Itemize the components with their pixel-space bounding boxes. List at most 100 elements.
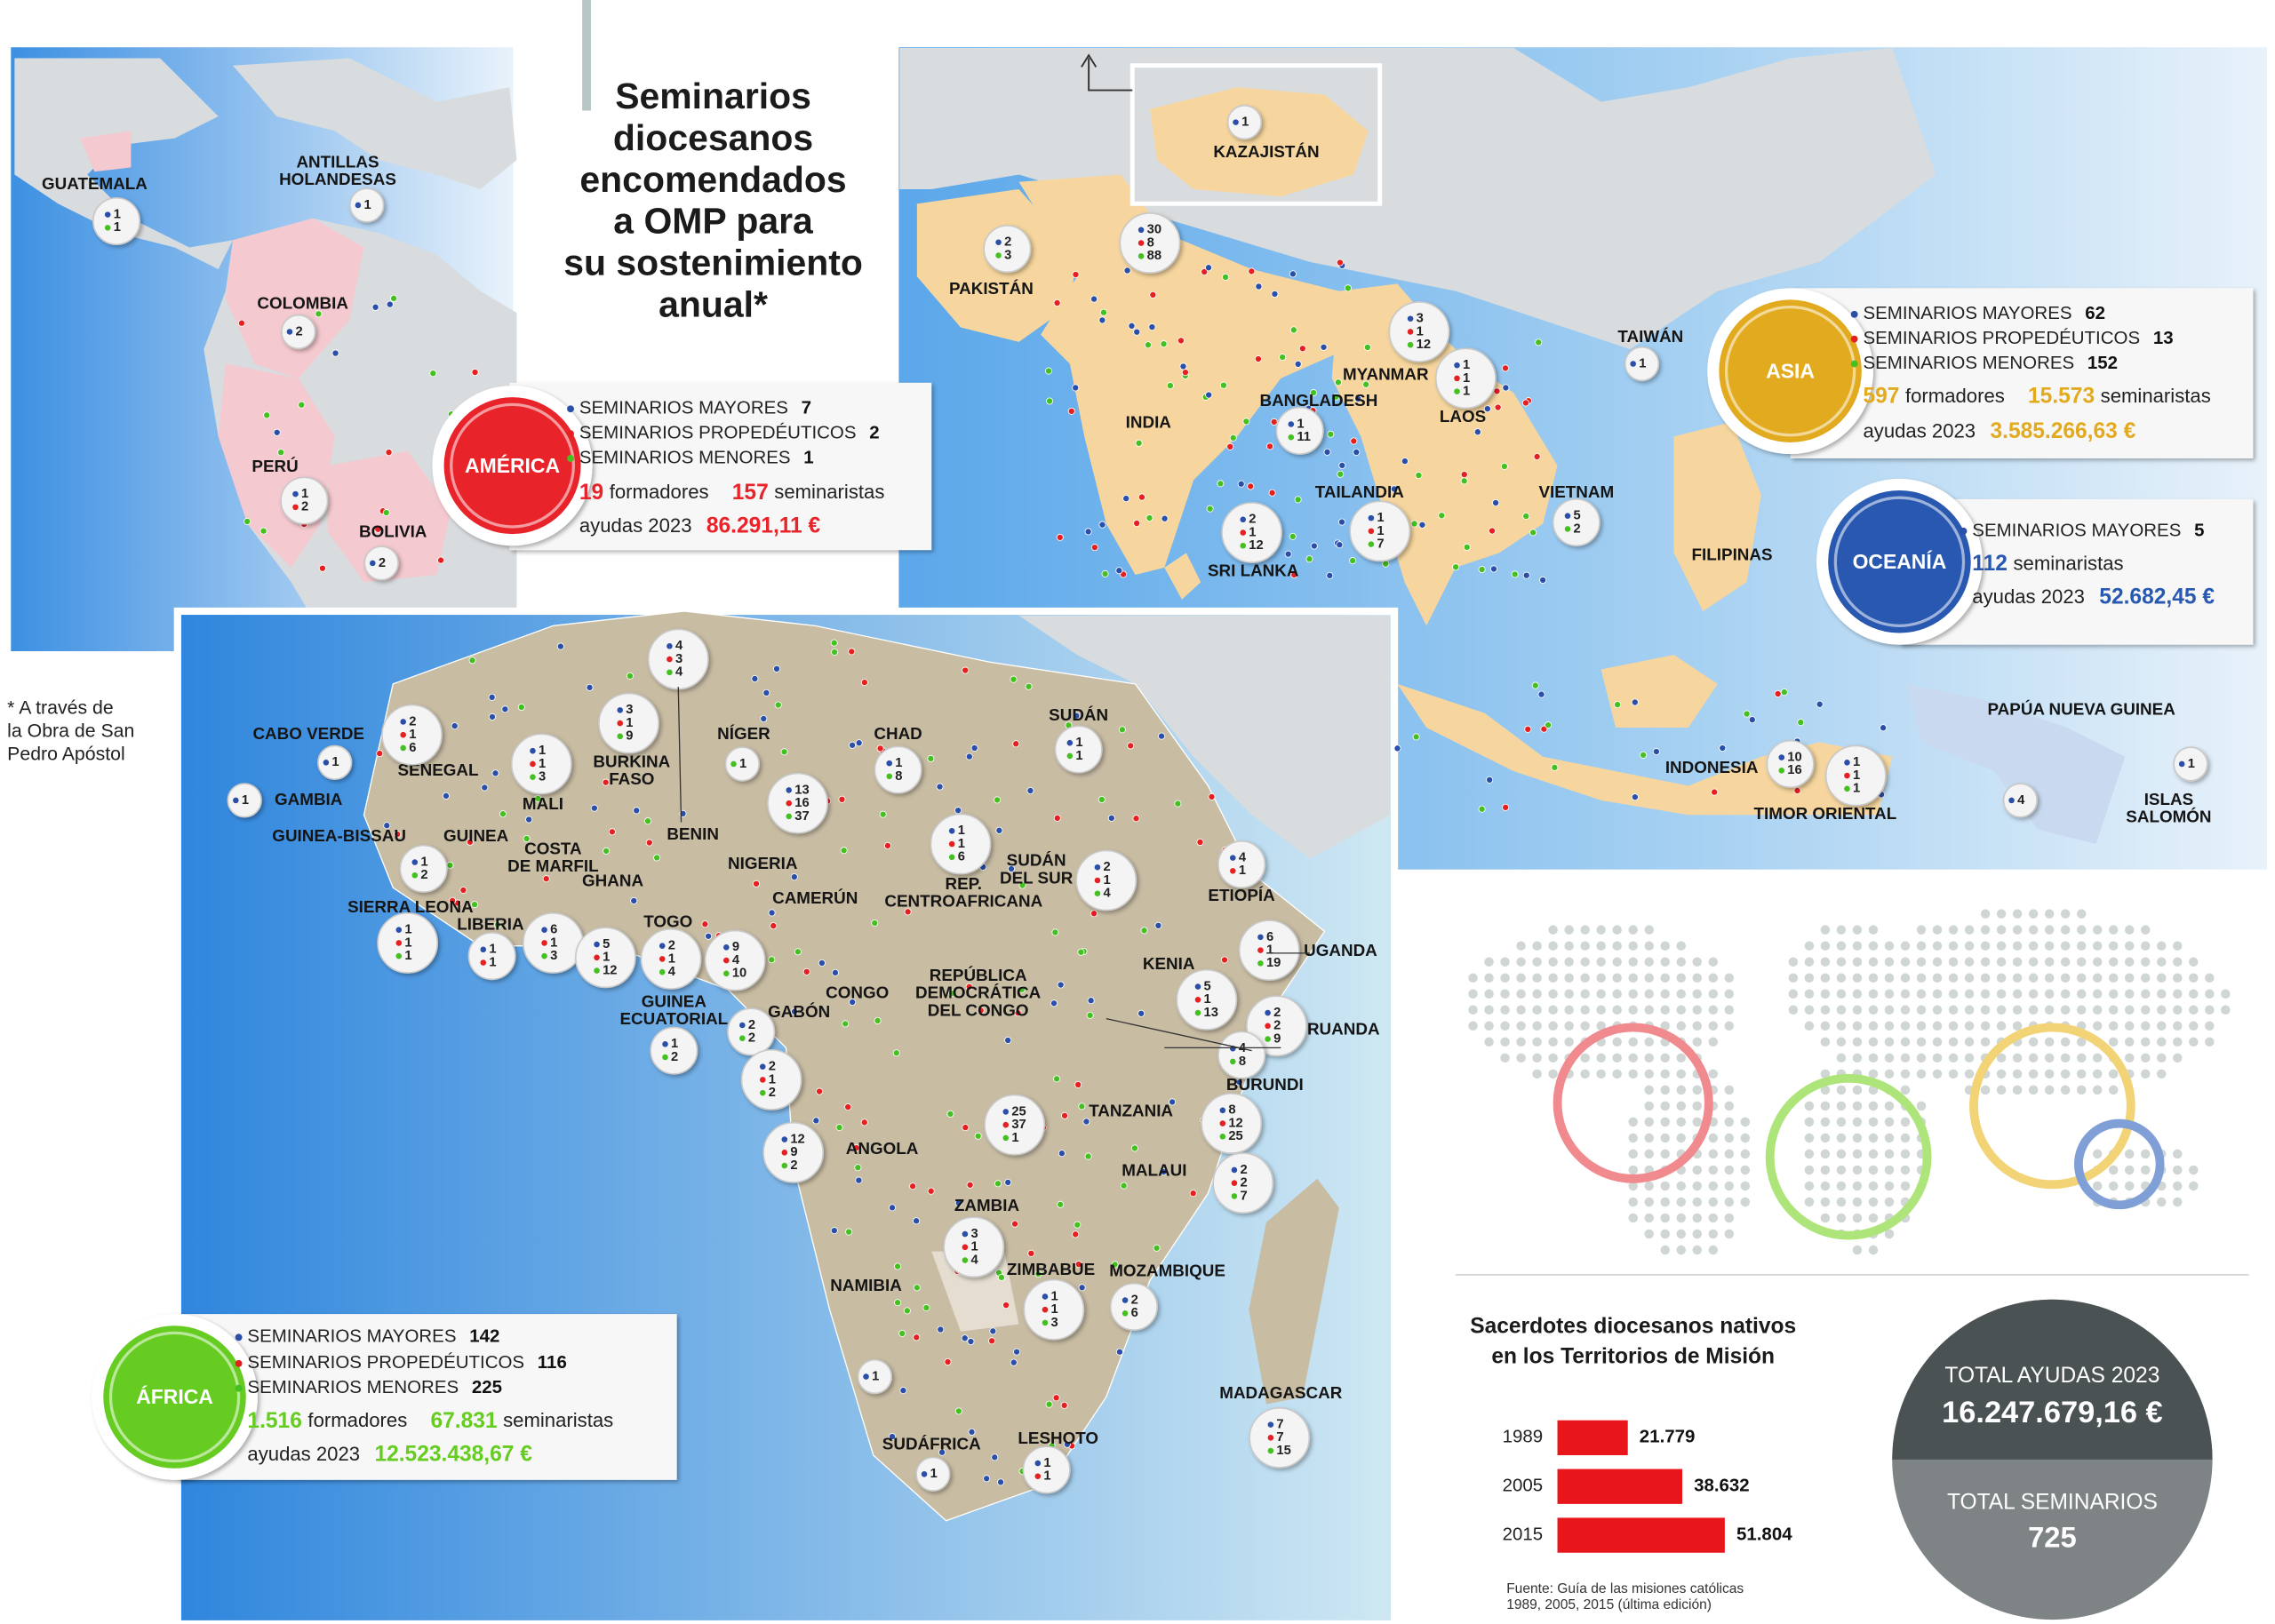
badge-count: 3	[550, 949, 557, 963]
seminary-badge: 116	[930, 813, 992, 875]
map-dot	[501, 705, 509, 713]
world-dot	[1884, 973, 1895, 983]
world-dot	[1596, 941, 1606, 951]
badge-dot	[617, 707, 624, 713]
world-dot	[1708, 1037, 1719, 1047]
badge-dot	[1002, 1121, 1010, 1128]
row-label: SEMINARIOS MENORES	[1863, 353, 2074, 373]
badge-count: 3	[1004, 248, 1011, 262]
world-dot	[1868, 1053, 1879, 1063]
badge-count: 3	[970, 1227, 978, 1241]
world-dot	[1628, 1165, 1638, 1175]
category-label: 2005	[1503, 1476, 1544, 1496]
map-dot	[1410, 520, 1418, 528]
map-dot	[315, 310, 323, 318]
world-dot	[2124, 925, 2135, 935]
seminary-badge: 2	[281, 314, 316, 350]
map-dot	[1362, 380, 1370, 388]
row-value: 225	[472, 1377, 502, 1397]
badge-count: 16	[1787, 763, 1801, 777]
badge-dot	[1138, 240, 1145, 246]
world-dot	[2076, 1085, 2087, 1095]
badge-count: 2	[1004, 235, 1011, 250]
badge-count: 1	[1043, 1469, 1050, 1484]
world-dot	[1852, 1101, 1863, 1111]
badge-count: 7	[1276, 1417, 1283, 1431]
badge-count: 4	[668, 965, 676, 979]
map-dot	[1074, 1080, 1082, 1088]
region-badge-ring	[1833, 496, 1966, 627]
badge-circle	[1217, 840, 1266, 888]
map-dot	[446, 861, 454, 869]
badge-count: 10	[1787, 750, 1801, 764]
map-dot	[1149, 291, 1157, 299]
world-dot	[1900, 973, 1911, 983]
world-dot	[2124, 973, 2135, 983]
badge-dot	[1407, 315, 1414, 322]
badge-count: 4	[1239, 850, 1247, 864]
world-dot	[1964, 1037, 1975, 1047]
world-dot	[1836, 1101, 1847, 1111]
badge-circle	[2173, 746, 2208, 782]
badge-circle	[1349, 500, 1411, 562]
map-dot	[913, 1284, 921, 1292]
world-dot	[1564, 1021, 1574, 1031]
seminary-badge: 111	[1275, 406, 1324, 455]
badge-dot	[1194, 1009, 1201, 1016]
badge-dot	[723, 957, 730, 964]
country-label: BANGLADESH	[1259, 391, 1377, 410]
seminaristas-label: seminaristas	[2101, 385, 2211, 407]
world-dot	[1580, 925, 1590, 935]
badge-count: 2	[379, 556, 386, 570]
badge-dot	[530, 760, 536, 768]
world-dot	[1548, 973, 1558, 983]
world-dot	[2157, 1197, 2167, 1207]
map-dot	[790, 873, 798, 881]
map-dot	[429, 370, 437, 378]
country-label: TANZANIA	[1089, 1101, 1173, 1119]
world-dot	[2189, 957, 2199, 967]
world-dot	[1660, 989, 1670, 999]
world-dot	[2076, 973, 2087, 983]
badge-count: 2	[769, 1060, 776, 1074]
map-dot	[298, 401, 306, 409]
badge-dot	[1231, 1180, 1238, 1186]
map-dot	[1478, 805, 1486, 813]
world-dot	[1868, 1069, 1879, 1079]
map-dot	[1350, 437, 1358, 445]
badge-dot	[1042, 1319, 1049, 1326]
map-dot	[854, 1164, 862, 1172]
world-dot	[2092, 1053, 2103, 1063]
map-dot	[1053, 1075, 1061, 1083]
map-dot	[1098, 316, 1106, 324]
map-dot	[860, 1118, 868, 1126]
map-dot	[1206, 505, 1214, 513]
badge-count: 8	[1239, 1055, 1246, 1069]
map-dot	[1053, 299, 1061, 306]
map-dot	[1166, 382, 1174, 390]
world-dot	[1932, 1021, 1943, 1031]
world-dot	[1820, 941, 1831, 951]
badge-count: 8	[1147, 235, 1154, 250]
world-dot	[1596, 1021, 1606, 1031]
world-dot	[1516, 1053, 1526, 1063]
map-dot	[938, 1448, 946, 1456]
map-dot	[1289, 326, 1297, 334]
world-dot	[1548, 925, 1558, 935]
world-dot	[2060, 925, 2071, 935]
world-dot	[1708, 1149, 1719, 1159]
world-dot	[2092, 941, 2103, 951]
world-dot	[1676, 1117, 1686, 1127]
world-dot	[1708, 1021, 1719, 1031]
map-dot	[1201, 267, 1209, 276]
badge-dot	[962, 1257, 969, 1263]
badge-dot	[1002, 1109, 1010, 1115]
badge-circle	[930, 813, 992, 875]
world-dot	[2028, 1053, 2039, 1063]
map-dot	[768, 956, 776, 964]
seminary-badge: 12	[280, 476, 329, 525]
map-dot	[1382, 560, 1390, 568]
